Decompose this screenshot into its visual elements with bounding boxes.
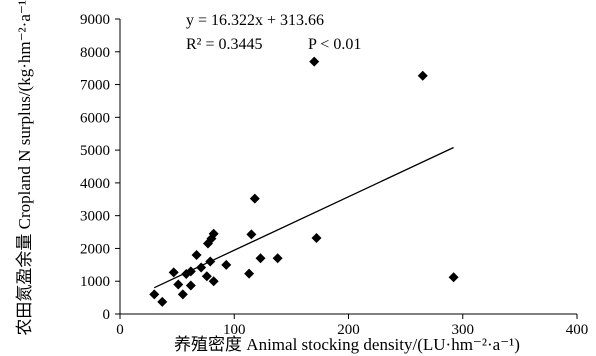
y-tick-label: 3000	[80, 209, 110, 225]
data-point	[201, 271, 212, 282]
x-tick-label: 0	[116, 322, 124, 338]
data-point	[191, 250, 202, 260]
y-tick-label: 4000	[80, 176, 110, 192]
data-point	[149, 289, 160, 300]
r-squared-label: R² = 0.3445	[186, 36, 263, 53]
x-axis-title: 养殖密度 Animal stocking density/(LU·hm⁻²·a⁻…	[174, 335, 520, 354]
y-tick-label: 5000	[80, 143, 110, 159]
data-point	[196, 262, 207, 273]
data-point	[255, 253, 266, 264]
x-tick-label: 300	[452, 322, 475, 338]
y-tick-label: 1000	[80, 274, 110, 290]
data-point	[246, 229, 257, 240]
data-point	[157, 296, 168, 307]
data-point	[448, 272, 459, 283]
y-tick-label: 7000	[80, 78, 110, 94]
x-tick-label: 200	[337, 322, 360, 338]
data-point	[272, 253, 283, 264]
data-point	[417, 70, 428, 81]
x-tick-label: 100	[223, 322, 246, 338]
data-point	[244, 268, 255, 279]
axes	[115, 18, 578, 319]
data-point	[185, 280, 196, 291]
data-point	[168, 267, 179, 278]
y-axis-title: 农田氮盈余量 Cropland N surplus/(kg·hm⁻²·a⁻¹)	[15, 0, 34, 336]
y-tick-label: 8000	[80, 45, 110, 61]
trendline	[153, 146, 454, 289]
y-tick-label: 2000	[80, 241, 110, 257]
y-tick-label: 6000	[80, 110, 110, 126]
data-point	[309, 56, 320, 67]
data-point	[205, 256, 216, 267]
data-points	[149, 56, 459, 307]
trendline-group	[153, 146, 454, 289]
data-point	[173, 279, 184, 290]
data-point	[249, 193, 260, 204]
data-point	[221, 259, 232, 270]
data-point	[311, 232, 322, 243]
p-value-label: P < 0.01	[308, 36, 361, 53]
data-point	[208, 228, 219, 239]
data-point	[177, 289, 188, 300]
data-point	[208, 276, 219, 287]
regression-equation: y = 16.322x + 313.66	[186, 12, 324, 29]
data-point	[185, 266, 196, 277]
tick-labels: 0 1000 2000 3000 4000 5000 6000 7000 8000 9000 0 10…	[80, 12, 588, 338]
x-tick-label: 400	[566, 322, 589, 338]
y-tick-label: 9000	[80, 12, 110, 28]
y-tick-label: 0	[103, 307, 111, 323]
